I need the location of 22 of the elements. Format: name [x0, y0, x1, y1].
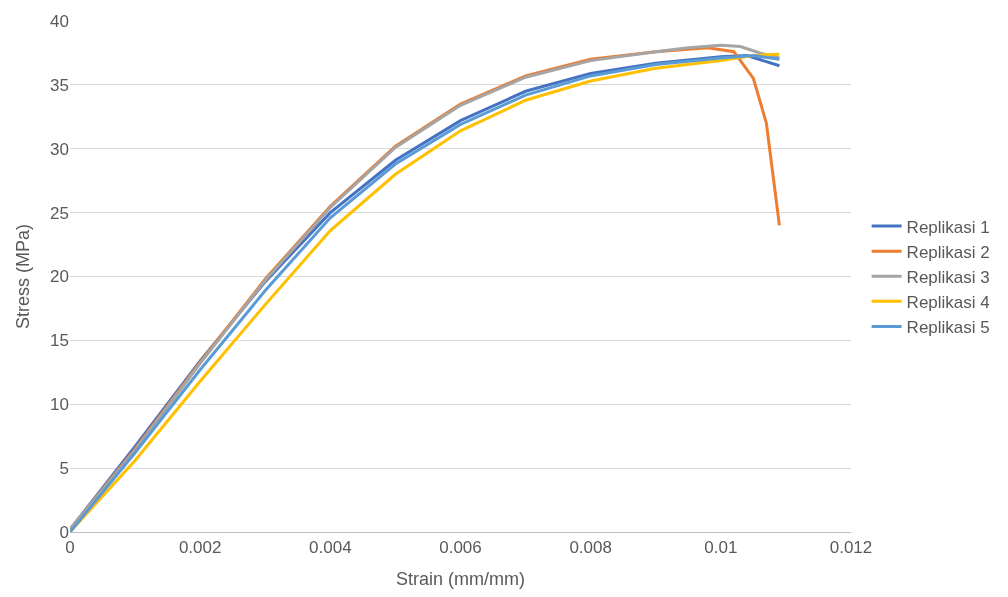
y-tick-label: 15	[50, 331, 69, 351]
y-tick-label: 10	[50, 395, 69, 415]
x-tick-label: 0.008	[569, 538, 612, 558]
x-tick-label: 0.004	[309, 538, 352, 558]
y-tick-label: 5	[59, 459, 69, 479]
legend-label: Replikasi 5	[906, 318, 990, 338]
legend-label: Replikasi 4	[906, 292, 990, 312]
legend-label: Replikasi 2	[906, 242, 990, 262]
x-tick-label: 0.006	[439, 538, 482, 558]
x-axis-title: Strain (mm/mm)	[396, 568, 525, 589]
y-tick-label: 35	[50, 75, 69, 95]
x-tick-label: 0.012	[829, 538, 873, 558]
x-tick-label: 0.002	[178, 538, 222, 558]
legend-label: Replikasi 1	[906, 217, 990, 237]
y-tick-label: 40	[50, 11, 69, 31]
y-axis-title: Stress (MPa)	[13, 223, 34, 330]
x-tick-label: 0.01	[704, 538, 738, 558]
y-tick-label: 30	[50, 139, 69, 159]
legend-label: Replikasi 3	[906, 267, 990, 287]
y-tick-label: 20	[50, 267, 69, 287]
y-tick-label: 0	[59, 522, 69, 542]
y-tick-label: 25	[50, 203, 69, 223]
